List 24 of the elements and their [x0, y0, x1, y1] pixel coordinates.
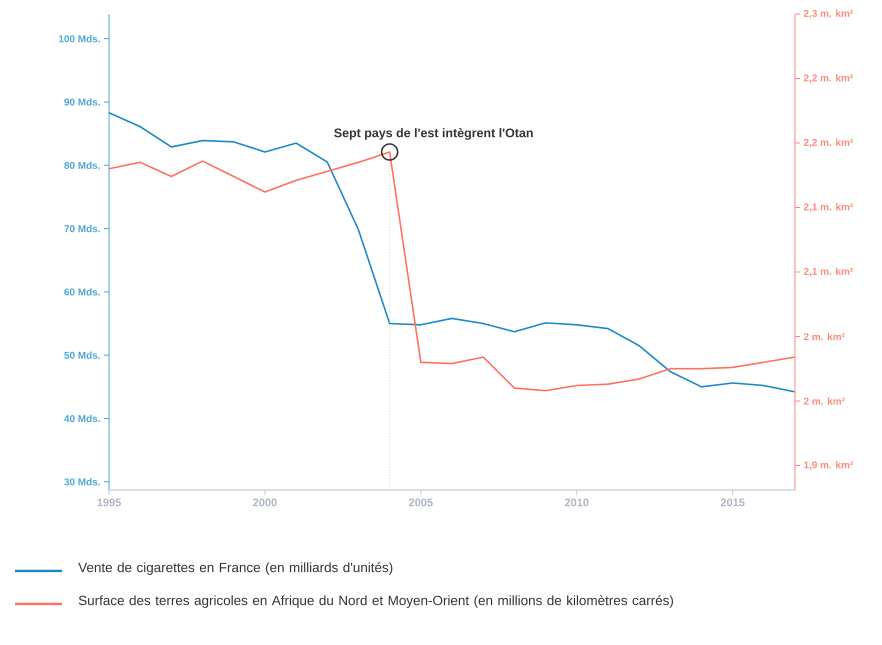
y2-tick-label: 2,2 m. km² — [804, 74, 853, 83]
y-tick-label: 40 Mds. — [64, 414, 100, 422]
y2-tick-label: 2 m. km² — [804, 332, 845, 340]
y-tick-label: 80 Mds. — [64, 162, 100, 169]
x-tick-label: 2010 — [564, 498, 588, 506]
x-tick-label: 2000 — [253, 498, 277, 506]
y2-tick-label: 1,9 m. km² — [804, 461, 853, 470]
y-tick-label: 100 Mds. — [59, 35, 100, 42]
y-tick-label: 60 Mds. — [64, 288, 100, 296]
y2-tick-label: 2 m. km² — [804, 397, 845, 405]
legend-label: Vente de cigarettes en France (en milliards d'unités) — [78, 562, 392, 575]
y-tick-label: 70 Mds. — [64, 224, 100, 232]
y-tick-label: 30 Mds. — [64, 478, 100, 486]
y2-tick-label: 2,3 m. km² — [804, 10, 853, 18]
y-tick-label: 50 Mds. — [64, 352, 100, 359]
y2-tick-label: 2,2 m. km² — [804, 138, 853, 148]
x-tick-label: 1995 — [98, 498, 121, 506]
y2-tick-label: 2,1 m. km² — [804, 268, 853, 276]
annotation: Sept pays de l'est intègrent l'Otan — [334, 128, 533, 140]
x-tick-label: 2005 — [409, 498, 433, 506]
y-tick-label: 90 Mds. — [64, 98, 100, 106]
legend-label: Surface des terres agricoles en Afrique du Nord et Moyen-Orient (en millions de kilomètres carrés) — [78, 595, 674, 608]
y2-tick-label: 2,1 m. km² — [804, 203, 853, 212]
x-tick-label: 2015 — [720, 498, 745, 506]
